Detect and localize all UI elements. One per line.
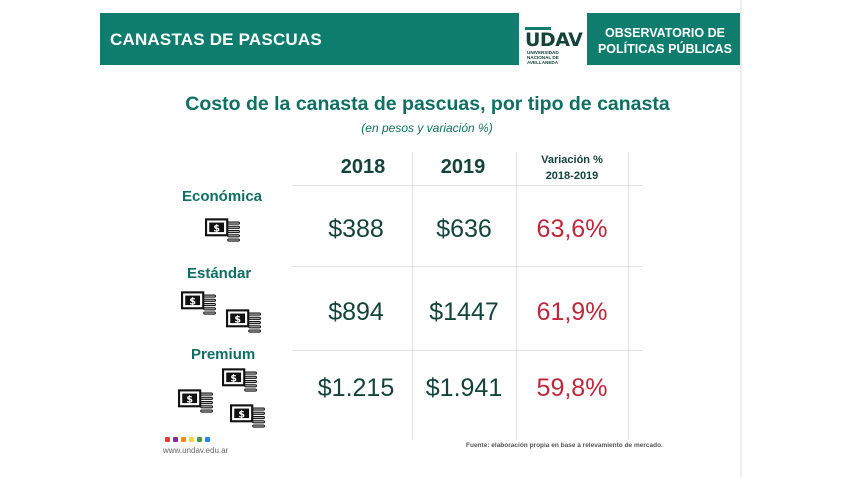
row-label-premium: Premium	[191, 346, 256, 363]
color-dot	[205, 437, 210, 442]
cell-estandar-2019: $1447	[429, 298, 499, 326]
color-dot	[181, 437, 186, 442]
page-title: Costo de la canasta de pascuas, por tipo…	[185, 93, 670, 115]
column-header-2019: 2019	[440, 156, 486, 178]
color-dot	[189, 437, 194, 442]
logo-bar	[525, 27, 551, 30]
logo-mark: UDAV	[525, 29, 583, 51]
variation-header-line1: Variación %	[541, 154, 603, 166]
logo-subtext: UNIVERSIDAD NACIONAL DE AVELLANEDA	[527, 50, 559, 65]
cell-premium-2019: $1.941	[425, 374, 503, 402]
money-bag-icon	[222, 368, 257, 392]
row-label-economica: Económica	[182, 188, 263, 205]
grid-line-vertical	[628, 152, 629, 440]
money-bag-icon	[226, 309, 261, 333]
color-dot	[165, 437, 170, 442]
cell-estandar-variation: 61,9%	[536, 298, 608, 326]
header-band	[100, 13, 740, 65]
page-subtitle: (en pesos y variación %)	[361, 121, 493, 135]
cell-economica-variation: 63,6%	[536, 215, 608, 243]
header-title: CANASTAS DE PASCUAS	[110, 30, 322, 49]
money-bag-icon	[181, 291, 216, 315]
grid-line-vertical	[516, 152, 517, 440]
variation-header-line2: 2018-2019	[545, 170, 599, 182]
university-logo: UDAV UNIVERSIDAD NACIONAL DE AVELLANEDA	[519, 5, 587, 73]
grid-line-horizontal	[292, 185, 642, 186]
column-header-2018: 2018	[340, 156, 386, 178]
cell-economica-2019: $636	[436, 215, 492, 243]
cell-estandar-2018: $894	[328, 298, 384, 326]
money-bag-icon	[205, 218, 240, 242]
grid-line-horizontal	[292, 266, 642, 267]
observatory-line1: OBSERVATORIO DE	[605, 26, 725, 40]
column-header-variation: Variación % 2018-2019	[516, 152, 628, 184]
observatory-title: OBSERVATORIO DE POLÍTICAS PÚBLICAS	[596, 25, 734, 57]
money-bag-icon	[178, 389, 213, 413]
cell-premium-2018: $1.215	[317, 374, 395, 402]
cell-economica-2018: $388	[328, 215, 384, 243]
row-label-estandar: Estándar	[187, 265, 252, 282]
grid-line-vertical	[412, 152, 413, 440]
color-dots	[165, 437, 210, 442]
money-bag-icon	[230, 404, 265, 428]
footer-url: www.undav.edu.ar	[163, 446, 229, 455]
source-note: Fuente: elaboración propia en base a rel…	[466, 442, 663, 449]
grid-line-horizontal	[292, 350, 642, 351]
observatory-line2: POLÍTICAS PÚBLICAS	[597, 42, 733, 56]
slide-edge	[740, 0, 742, 477]
cell-premium-variation: 59,8%	[536, 374, 608, 402]
color-dot	[197, 437, 202, 442]
color-dot	[173, 437, 178, 442]
